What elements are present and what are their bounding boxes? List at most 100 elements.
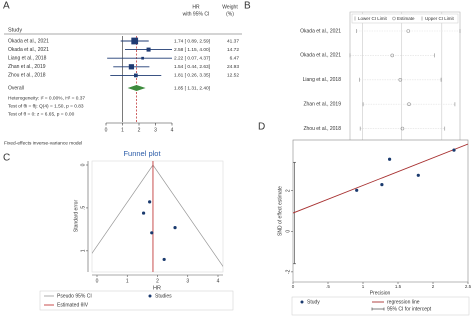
legend-label: Estimated θIV	[57, 303, 89, 309]
estimate	[407, 102, 411, 106]
y-tick-label: 0	[80, 163, 86, 166]
panel-label: D	[258, 122, 265, 133]
note: Test of θ = 0: z = 6.65, p = 0.00	[8, 111, 75, 117]
legend-label: Lower CI Limit	[358, 16, 388, 21]
study-label: Okada et al., 2021	[300, 53, 341, 59]
panel-label: C	[3, 153, 10, 164]
footnote: Fixed-effects inverse-variance model	[4, 140, 82, 146]
x-tick-label: 1	[121, 127, 124, 133]
x-tick-label: .5	[326, 284, 330, 289]
weight-label: 14.72	[227, 47, 239, 53]
legend-marker	[371, 307, 385, 311]
study-square	[141, 56, 144, 60]
study-label: Okada et al., 2021	[8, 47, 49, 53]
study-point	[173, 226, 177, 230]
y-tick-label: 1	[80, 249, 86, 252]
legend-marker	[148, 294, 152, 298]
study-label: Zhan et al., 2019	[8, 64, 46, 70]
x-tick-label: 0	[105, 127, 108, 133]
x-axis-label: Precision	[370, 290, 391, 296]
x-tick-label: 2.5	[465, 284, 472, 289]
study-label: Zhan et al., 2019	[303, 102, 341, 108]
y-axis-label: SND of effect estimate	[277, 186, 283, 236]
panel-label: A	[3, 1, 10, 12]
weight-label: 24.93	[227, 64, 239, 70]
legend-label: Study	[307, 300, 320, 306]
study-square	[131, 37, 139, 45]
legend-label: Studies	[155, 294, 172, 300]
y-tick-label: .5	[80, 206, 86, 210]
study-point	[380, 183, 384, 187]
hr-label: 1.81 [ 0.26, 3.35]	[174, 73, 210, 79]
y-axis-label: Standard error	[73, 200, 79, 233]
x-tick-label: 3	[154, 127, 157, 133]
legend-box	[351, 13, 459, 24]
note: Test of θi = θj: Q(4) = 1.50, p = 0.83	[8, 103, 84, 109]
plot-frame	[292, 139, 469, 283]
y-tick-label: -2	[285, 269, 291, 274]
plot-frame	[91, 160, 224, 273]
x-tick-label: 2	[156, 278, 159, 284]
column-header: Study	[8, 27, 22, 33]
study-label: Liang et al., 2018	[8, 56, 47, 62]
legend-label: regression line	[387, 300, 420, 306]
study-point	[150, 231, 154, 235]
legend-box	[291, 296, 470, 316]
study-square	[128, 64, 135, 70]
x-tick-label: 2	[138, 127, 141, 133]
study-label: Okada et al., 2021	[300, 28, 341, 34]
x-tick-label: 4	[171, 127, 174, 133]
hr-label: 2.58 [ 1.15, 4.00]	[174, 47, 210, 53]
study-label: Zhou et al., 2018	[303, 126, 341, 132]
legend-marker	[392, 16, 396, 21]
column-header: (%)	[226, 11, 234, 17]
legend-box	[39, 290, 234, 311]
study-point	[416, 173, 420, 177]
y-tick-label: 2	[285, 189, 291, 192]
study-point	[141, 211, 146, 215]
legend-marker	[300, 300, 304, 304]
panel-label: B	[244, 1, 251, 12]
x-tick-label: 0	[96, 278, 99, 284]
estimate	[390, 53, 395, 58]
study-label: Zhou et al., 2018	[8, 73, 46, 79]
estimate	[400, 126, 405, 131]
study-point	[162, 257, 166, 262]
estimate	[398, 78, 403, 82]
legend-label: 95% CI for intercept	[387, 307, 432, 313]
weight-label: 12.52	[227, 73, 239, 79]
study-label: Okada et al., 2021	[8, 38, 49, 44]
study-square	[146, 47, 151, 52]
x-tick-label: 2	[432, 284, 435, 289]
hr-label: 1.54 [ 0.44, 2.63]	[174, 64, 210, 70]
study-point	[452, 148, 456, 152]
x-tick-label: 3	[186, 278, 189, 284]
column-header: HR	[192, 4, 200, 10]
x-tick-label: 1.5	[395, 284, 402, 289]
x-axis-label: HR	[153, 285, 161, 291]
legend-label: Pseudo 95% CI	[57, 294, 92, 300]
estimate	[406, 29, 411, 33]
weight-label: 6.47	[230, 55, 240, 61]
overall-label: Overall	[8, 85, 24, 91]
overall-hr-label: 1.85 [ 1.31, 2.40]	[174, 85, 210, 91]
x-tick-label: 1	[362, 284, 365, 289]
y-tick-label: 0	[285, 230, 291, 233]
regression-line	[293, 143, 468, 214]
x-tick-label: 4	[217, 278, 220, 284]
column-header: with 95% CI	[183, 11, 210, 17]
weight-label: 41.37	[227, 38, 239, 44]
hr-label: 1.74 [ 0.89, 2.59]	[174, 38, 210, 44]
note: Heterogeneity: I² = 0.00%, H² = 0.37	[8, 95, 85, 101]
study-point	[388, 157, 392, 161]
overall-diamond	[127, 85, 146, 91]
chart-title: Funnel plot	[123, 149, 161, 158]
study-square	[134, 73, 138, 78]
legend-label: Upper CI Limit	[425, 16, 455, 21]
x-tick-label: 1	[126, 278, 129, 284]
legend-label: Estimate	[397, 16, 415, 21]
study-point	[148, 200, 152, 204]
column-header: Weight	[222, 4, 238, 10]
